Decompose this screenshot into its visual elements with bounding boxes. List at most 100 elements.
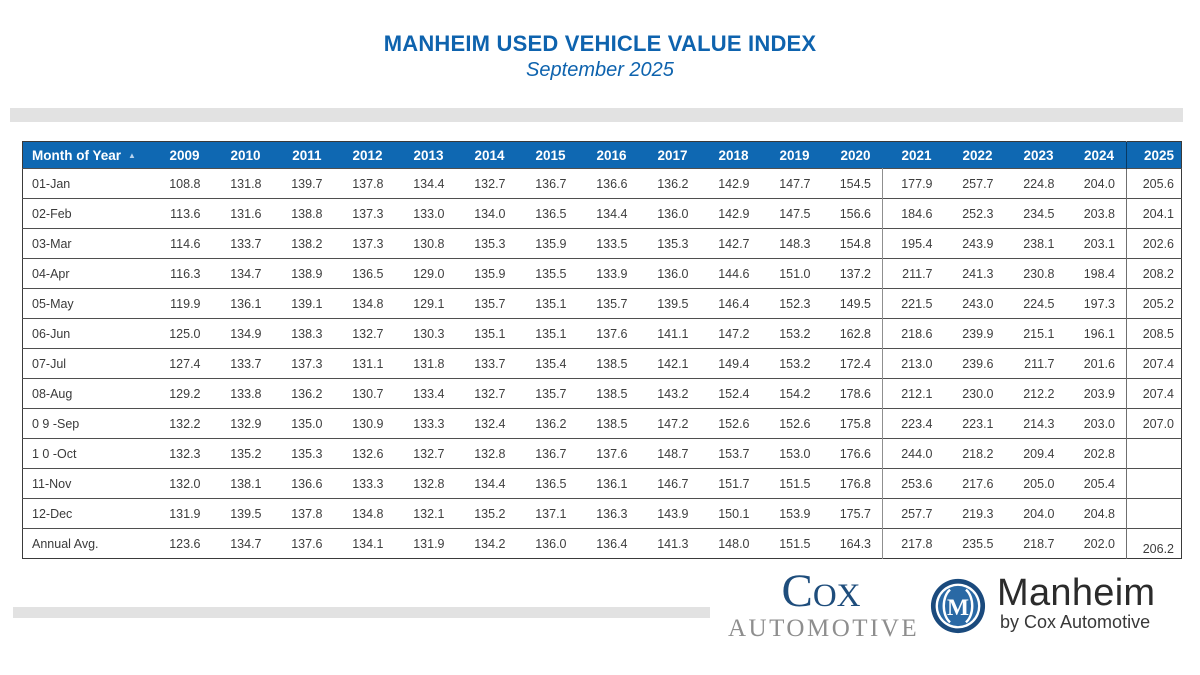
value-cell: 138.5: [577, 378, 639, 409]
value-cell: 131.9: [394, 528, 456, 559]
value-cell: 131.9: [150, 498, 212, 529]
value-cell: 243.9: [943, 228, 1005, 259]
year-header-2011[interactable]: 2011: [272, 141, 334, 169]
value-cell: 147.2: [699, 318, 761, 349]
row-label: 07-Jul: [22, 348, 151, 379]
value-cell: 147.7: [760, 168, 822, 199]
value-cell: 218.7: [1004, 528, 1066, 559]
value-cell: 234.5: [1004, 198, 1066, 229]
value-cell: 132.6: [333, 438, 395, 469]
value-cell: 135.3: [272, 438, 334, 469]
value-cell: 132.9: [211, 408, 273, 439]
year-header-2017[interactable]: 2017: [638, 141, 700, 169]
year-header-2022[interactable]: 2022: [943, 141, 1005, 169]
value-cell: 136.2: [272, 378, 334, 409]
year-header-2012[interactable]: 2012: [333, 141, 395, 169]
value-cell: 198.4: [1065, 258, 1127, 289]
value-cell: [1126, 498, 1182, 529]
value-cell: 136.5: [516, 468, 578, 499]
value-cell: 132.7: [394, 438, 456, 469]
value-cell: 134.2: [455, 528, 517, 559]
value-cell: 136.1: [211, 288, 273, 319]
value-cell: 134.0: [455, 198, 517, 229]
value-cell: 196.1: [1065, 318, 1127, 349]
year-header-2015[interactable]: 2015: [516, 141, 578, 169]
row-label: 01-Jan: [22, 168, 151, 199]
value-cell: 172.4: [821, 348, 883, 379]
value-cell: 224.5: [1004, 288, 1066, 319]
value-cell: 138.1: [211, 468, 273, 499]
value-cell: 137.1: [516, 498, 578, 529]
month-of-year-header[interactable]: Month of Year ▲: [22, 141, 151, 169]
value-cell: 132.3: [150, 438, 212, 469]
top-divider-bar: [10, 108, 1183, 122]
value-cell: 203.8: [1065, 198, 1127, 229]
value-cell: 130.7: [333, 378, 395, 409]
value-cell: 153.2: [760, 318, 822, 349]
value-cell: 134.7: [211, 258, 273, 289]
year-header-2014[interactable]: 2014: [455, 141, 517, 169]
value-cell: 137.6: [577, 318, 639, 349]
value-cell: 137.8: [333, 168, 395, 199]
year-header-2020[interactable]: 2020: [821, 141, 883, 169]
value-cell: 178.6: [821, 378, 883, 409]
year-header-2021[interactable]: 2021: [882, 141, 944, 169]
value-cell: 218.6: [882, 318, 944, 349]
value-cell: 195.4: [882, 228, 944, 259]
value-cell: 136.6: [577, 168, 639, 199]
value-cell: 154.2: [760, 378, 822, 409]
value-cell: 164.3: [821, 528, 883, 559]
value-cell: 153.9: [760, 498, 822, 529]
row-label: 1 0 -Oct: [22, 438, 151, 469]
year-header-2025[interactable]: 2025: [1126, 141, 1182, 169]
value-cell: 257.7: [943, 168, 1005, 199]
value-cell: 133.8: [211, 378, 273, 409]
value-cell: 132.1: [394, 498, 456, 529]
value-cell: 132.8: [394, 468, 456, 499]
value-cell: 202.6: [1126, 228, 1182, 259]
bottom-divider-bar: [13, 607, 710, 618]
value-cell: 138.3: [272, 318, 334, 349]
year-header-2010[interactable]: 2010: [211, 141, 273, 169]
value-cell: 253.6: [882, 468, 944, 499]
value-cell: 136.0: [638, 198, 700, 229]
value-cell: 241.3: [943, 258, 1005, 289]
index-table: Month of Year ▲ 2009 2010 2011 2012 2013 2014 2…: [22, 141, 1182, 559]
value-cell: [1126, 468, 1182, 499]
value-cell: 135.4: [516, 348, 578, 379]
year-header-2018[interactable]: 2018: [699, 141, 761, 169]
year-header-2016[interactable]: 2016: [577, 141, 639, 169]
year-header-2019[interactable]: 2019: [760, 141, 822, 169]
year-header-2013[interactable]: 2013: [394, 141, 456, 169]
year-header-2024[interactable]: 2024: [1065, 141, 1127, 169]
year-header-2023[interactable]: 2023: [1004, 141, 1066, 169]
value-cell: 136.2: [516, 408, 578, 439]
value-cell: 149.5: [821, 288, 883, 319]
table-row: 11-Nov 132.0 138.1 136.6 133.3 132.8 134.4 136.…: [22, 468, 1182, 499]
value-cell: 139.5: [638, 288, 700, 319]
month-of-year-label: Month of Year: [32, 147, 122, 163]
value-cell: 223.1: [943, 408, 1005, 439]
value-cell: 218.2: [943, 438, 1005, 469]
table-row: 12-Dec 131.9 139.5 137.8 134.8 132.1 135.2 137.…: [22, 498, 1182, 529]
value-cell: 152.3: [760, 288, 822, 319]
table-row: 08-Aug 129.2 133.8 136.2 130.7 133.4 132.7 135.…: [22, 378, 1182, 409]
value-cell: 148.0: [699, 528, 761, 559]
value-cell: 257.7: [882, 498, 944, 529]
value-cell: 239.9: [943, 318, 1005, 349]
value-cell: 113.6: [150, 198, 212, 229]
value-cell: 132.4: [455, 408, 517, 439]
table-row: 04-Apr 116.3 134.7 138.9 136.5 129.0 135.9 135.…: [22, 258, 1182, 289]
manheim-logo-name: Manheim: [997, 572, 1156, 614]
value-cell: 135.1: [516, 318, 578, 349]
value-cell: 119.9: [150, 288, 212, 319]
value-cell: 133.9: [577, 258, 639, 289]
value-cell: 132.0: [150, 468, 212, 499]
value-cell: 137.3: [333, 228, 395, 259]
value-cell: 129.1: [394, 288, 456, 319]
value-cell: 132.7: [455, 168, 517, 199]
row-label: 11-Nov: [22, 468, 151, 499]
value-cell: 221.5: [882, 288, 944, 319]
value-cell: 239.6: [943, 348, 1005, 379]
year-header-2009[interactable]: 2009: [150, 141, 212, 169]
